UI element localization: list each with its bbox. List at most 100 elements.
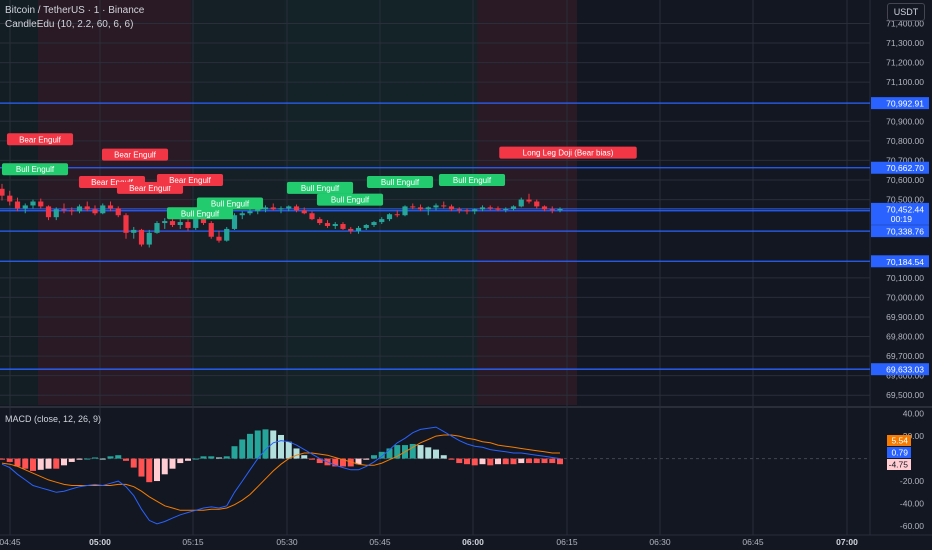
macd-histogram-bar	[254, 430, 261, 459]
macd-histogram-bar	[386, 448, 393, 459]
macd-histogram-bar	[549, 458, 556, 464]
level-tag-text: 69,633.03	[886, 365, 924, 375]
candle-body	[177, 222, 183, 225]
currency-button[interactable]: USDT	[887, 3, 925, 21]
pattern-label-box	[1, 163, 69, 176]
macd-histogram-bar	[278, 434, 284, 459]
macd-histogram-bar	[433, 449, 439, 459]
pattern-label-text: Bull Engulf	[331, 196, 370, 205]
candle-body	[541, 206, 548, 210]
pattern-label-text: Bear Engulf	[19, 135, 62, 144]
macd-signal-line	[1, 434, 560, 511]
candle-body	[22, 205, 28, 209]
pattern-label: Bear Engulf	[156, 174, 224, 186]
candle-body	[332, 224, 338, 226]
price-tick-label: 71,300.00	[886, 38, 924, 48]
candle-body	[14, 201, 21, 209]
pattern-label-text: Bull Engulf	[381, 178, 420, 187]
candle-body	[425, 207, 431, 210]
macd-tick-label: 40.00	[903, 409, 925, 419]
candle-body	[255, 209, 261, 212]
candle-body	[239, 213, 245, 216]
macd-histogram-bar	[99, 458, 106, 460]
price-tick-label: 70,100.00	[886, 273, 924, 283]
macd-histogram-bar	[471, 458, 478, 466]
last-price-text: 70,452.44	[886, 204, 924, 214]
pattern-label: Bull Engulf	[366, 175, 434, 188]
candle-body	[45, 206, 52, 218]
candle-body	[456, 209, 462, 211]
macd-histogram-bar	[192, 458, 199, 460]
candle-body	[7, 195, 13, 202]
candle-body	[53, 209, 59, 218]
macd-title: MACD (close, 12, 26, 9)	[5, 414, 102, 424]
price-tick-label: 70,800.00	[886, 136, 924, 146]
macd-histogram-bar	[518, 458, 525, 464]
price-tick-label: 71,200.00	[886, 58, 924, 68]
candle-body	[386, 214, 393, 220]
macd-histogram-bar	[76, 458, 83, 460]
price-tick-label: 70,000.00	[886, 292, 924, 302]
price-tick-label: 70,500.00	[886, 195, 924, 205]
pattern-label: Long Leg Doji (Bear bias)	[499, 146, 637, 159]
macd-histogram-bar	[316, 458, 323, 464]
last-price-tag	[871, 202, 929, 225]
candle-body	[417, 207, 424, 210]
price-tick-label: 69,600.00	[886, 371, 924, 381]
pattern-label-box	[286, 181, 354, 194]
countdown-text: 00:19	[891, 214, 913, 224]
price-tick-label: 69,700.00	[886, 351, 924, 361]
level-tag-text: 70,662.70	[886, 163, 924, 173]
pattern-label-box	[499, 146, 637, 159]
macd-value-text: 5.54	[891, 436, 908, 446]
pattern-label: Bull Engulf	[286, 181, 354, 194]
time-tick-label: 06:30	[649, 537, 671, 547]
candle-body	[495, 208, 501, 210]
candle-body	[0, 188, 5, 196]
level-tag	[871, 161, 929, 174]
candle-body	[487, 207, 493, 209]
candle-body	[92, 209, 98, 214]
candle-body	[38, 201, 44, 207]
price-tick-label: 70,700.00	[886, 155, 924, 165]
macd-histogram-bar	[347, 458, 354, 467]
candle-body	[131, 229, 137, 233]
candle-body	[340, 224, 346, 229]
candle-body	[61, 209, 67, 211]
macd-histogram-bar	[53, 458, 60, 469]
session-shade-bear	[477, 0, 577, 405]
macd-line	[1, 426, 561, 525]
pattern-label-box	[366, 175, 434, 188]
macd-histogram-bar	[495, 458, 501, 465]
candle-body	[534, 201, 540, 207]
candle-body	[224, 228, 230, 241]
price-tick-label: 69,500.00	[886, 390, 924, 400]
candle-body	[510, 206, 517, 209]
candle-body	[441, 205, 447, 207]
macd-histogram-bar	[30, 458, 36, 471]
macd-histogram-bar	[138, 458, 145, 477]
macd-histogram-bar	[107, 456, 114, 459]
candle-body	[115, 208, 121, 216]
macd-histogram-bar	[6, 458, 13, 462]
macd-histogram-bar	[417, 445, 424, 459]
macd-histogram-bar	[14, 458, 21, 467]
macd-histogram-bar	[332, 458, 339, 467]
pattern-label-text: Bull Engulf	[181, 209, 220, 218]
macd-histogram-bar	[363, 458, 370, 460]
level-tag-text: 70,992.91	[886, 99, 924, 109]
pattern-label-text: Bear Engulf	[169, 176, 212, 185]
time-tick-label: 07:00	[836, 537, 858, 547]
candle-body	[193, 219, 199, 228]
candle-body	[526, 199, 532, 202]
candle-body	[169, 221, 176, 225]
level-tag-text: 70,338.76	[886, 227, 924, 237]
macd-histogram-bar	[169, 458, 176, 469]
candle-body	[216, 236, 222, 241]
macd-histogram-bar	[448, 458, 455, 460]
candle-body	[402, 206, 408, 216]
macd-histogram-bar	[208, 456, 215, 459]
macd-histogram-bar	[161, 458, 168, 475]
macd-histogram-bar	[200, 456, 207, 459]
